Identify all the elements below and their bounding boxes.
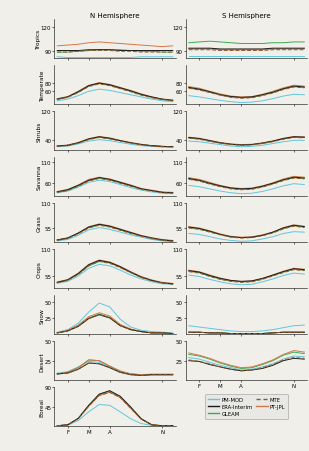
Title: S Hemisphere: S Hemisphere — [222, 13, 271, 18]
Y-axis label: Boreal: Boreal — [40, 397, 45, 416]
Y-axis label: Savanna: Savanna — [36, 165, 41, 190]
Y-axis label: Grass: Grass — [36, 215, 41, 232]
Y-axis label: Temperate: Temperate — [40, 70, 45, 101]
Y-axis label: Desert: Desert — [40, 351, 45, 371]
Y-axis label: Snow: Snow — [40, 307, 45, 323]
Title: N Hemisphere: N Hemisphere — [90, 13, 140, 18]
Legend: PM-MOD, ERA-Interim, GLEAM, MTE, PT-JPL: PM-MOD, ERA-Interim, GLEAM, MTE, PT-JPL — [205, 395, 288, 419]
Y-axis label: Shrubs: Shrubs — [36, 121, 41, 142]
Y-axis label: Crops: Crops — [36, 261, 41, 277]
Y-axis label: Tropics: Tropics — [36, 30, 41, 50]
